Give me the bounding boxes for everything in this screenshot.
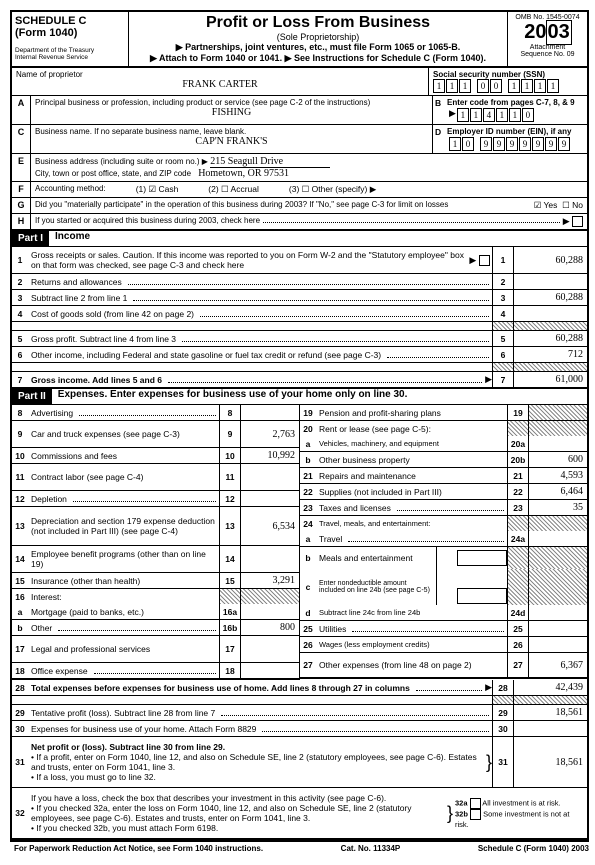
form-header: SCHEDULE C (Form 1040) Department of the… (12, 12, 587, 68)
B-label: Enter code from pages C-7, 8, & 9 (447, 98, 575, 108)
row-H: H If you started or acquired this busine… (12, 214, 587, 231)
line-31: 31 Net profit or (loss). Subtract line 3… (12, 737, 587, 788)
F-other[interactable]: (3) ☐ Other (specify) ▶ (289, 184, 376, 195)
ssn-label: Social security number (SSN) (433, 70, 583, 79)
subtitle-1: (Sole Proprietorship) (131, 32, 505, 42)
line-29: 29Tentative profit (loss). Subtract line… (12, 705, 587, 721)
line-3: 3Subtract line 2 from line 1360,288 (12, 290, 587, 306)
header-left: SCHEDULE C (Form 1040) Department of the… (12, 12, 129, 66)
proprietor-name: FRANK CARTER (16, 79, 424, 90)
F-accrual[interactable]: (2) ☐ Accrual (208, 184, 259, 195)
line-4: 4Cost of goods sold (from line 42 on pag… (12, 306, 587, 322)
part1-text: Income (49, 231, 90, 246)
C-label: Business name. If no separate business n… (35, 127, 428, 136)
schedule-label: SCHEDULE C (15, 15, 125, 27)
F-cash[interactable]: (1) ☑ Cash (136, 184, 179, 195)
line-32: 32 If you have a loss, check the box tha… (12, 788, 587, 840)
proprietor-label: Name of proprietor (16, 70, 424, 79)
ssn-boxes: 111001111 (433, 79, 583, 93)
E-city: Hometown, OR 97531 (198, 168, 289, 179)
tax-year: 2003 (510, 21, 585, 44)
H-label: If you started or acquired this business… (35, 216, 260, 227)
header-center: Profit or Loss From Business (Sole Propr… (129, 12, 507, 66)
dept-label: Department of the Treasury (15, 47, 125, 54)
part1-label: Part I (12, 231, 49, 246)
proprietor-row: Name of proprietor FRANK CARTER Social s… (12, 68, 587, 96)
line-28: 28Total expenses before expenses for bus… (12, 680, 587, 696)
part2-text: Expenses. Enter expenses for business us… (52, 389, 408, 404)
row-A: A Principal business or profession, incl… (12, 96, 587, 125)
irs-label: Internal Revenue Service (15, 54, 125, 61)
row-E: E Business address (including suite or r… (12, 154, 587, 182)
footer-left: For Paperwork Reduction Act Notice, see … (14, 844, 263, 853)
line-7: 7Gross income. Add lines 5 and 6▶761,000 (12, 372, 587, 389)
omb-number: OMB No. 1545-0074 (510, 14, 585, 21)
form-number: (Form 1040) (15, 27, 125, 39)
A-value: FISHING (35, 107, 428, 118)
H-checkbox[interactable] (572, 216, 583, 227)
footer-right: Schedule C (Form 1040) 2003 (478, 844, 589, 853)
E-addr: 215 Seagull Drive (210, 156, 330, 168)
G-no[interactable]: ☐ No (562, 200, 583, 211)
A-label: Principal business or profession, includ… (35, 98, 428, 107)
E-label: Business address (including suite or roo… (35, 157, 208, 166)
row-G: G Did you "materially participate" in th… (12, 198, 587, 214)
line-30: 30Expenses for business use of your home… (12, 721, 587, 737)
subtitle-2: ▶ Partnerships, joint ventures, etc., mu… (131, 42, 505, 53)
header-right: OMB No. 1545-0074 2003 Attachment Sequen… (507, 12, 587, 66)
G-yes[interactable]: ☑ Yes (534, 200, 558, 211)
form-container: SCHEDULE C (Form 1040) Department of the… (10, 10, 589, 842)
G-label: Did you "materially participate" in the … (35, 200, 534, 211)
attachment-label: Attachment (510, 44, 585, 51)
E-label2: City, town or post office, state, and ZI… (35, 169, 191, 178)
subtitle-3: ▶ Attach to Form 1040 or 1041. ▶ See Ins… (131, 53, 505, 64)
part1-header: Part I Income (12, 231, 587, 247)
C-value: CAP'N FRANK'S (35, 136, 428, 147)
F-label: Accounting method: (35, 184, 106, 195)
footer-center: Cat. No. 11334P (341, 844, 401, 853)
part2-header: Part II Expenses. Enter expenses for bus… (12, 389, 587, 405)
part2-label: Part II (12, 389, 52, 404)
form-title: Profit or Loss From Business (131, 14, 505, 32)
line-2: 2Returns and allowances2 (12, 274, 587, 290)
sequence-label: Sequence No. 09 (510, 51, 585, 58)
line-1: 1Gross receipts or sales. Caution. If th… (12, 247, 587, 274)
line-6: 6Other income, including Federal and sta… (12, 347, 587, 363)
expenses-columns: 8Advertising8 9Car and truck expenses (s… (12, 405, 587, 680)
form-footer: For Paperwork Reduction Act Notice, see … (10, 842, 593, 855)
row-C: C Business name. If no separate business… (12, 125, 587, 154)
line-5: 5Gross profit. Subtract line 4 from line… (12, 331, 587, 347)
D-label: Employer ID number (EIN), if any (447, 127, 571, 137)
row-F: F Accounting method: (1) ☑ Cash (2) ☐ Ac… (12, 182, 587, 198)
